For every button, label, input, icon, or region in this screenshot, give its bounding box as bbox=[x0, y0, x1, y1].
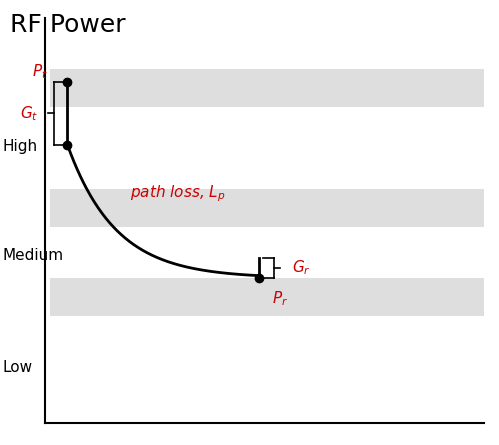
Bar bbox=[50, 278, 484, 316]
Text: High: High bbox=[2, 139, 37, 154]
Bar bbox=[50, 189, 484, 227]
Text: Medium: Medium bbox=[2, 248, 63, 263]
Text: $P_r$: $P_r$ bbox=[272, 289, 288, 307]
Bar bbox=[50, 69, 484, 107]
Text: path loss, $L_p$: path loss, $L_p$ bbox=[130, 183, 225, 204]
Text: $G_t$: $G_t$ bbox=[20, 104, 38, 123]
Text: $P_t$: $P_t$ bbox=[32, 62, 48, 81]
Text: RF Power: RF Power bbox=[10, 13, 126, 37]
Text: $G_r$: $G_r$ bbox=[292, 259, 311, 278]
Text: Low: Low bbox=[2, 360, 32, 375]
